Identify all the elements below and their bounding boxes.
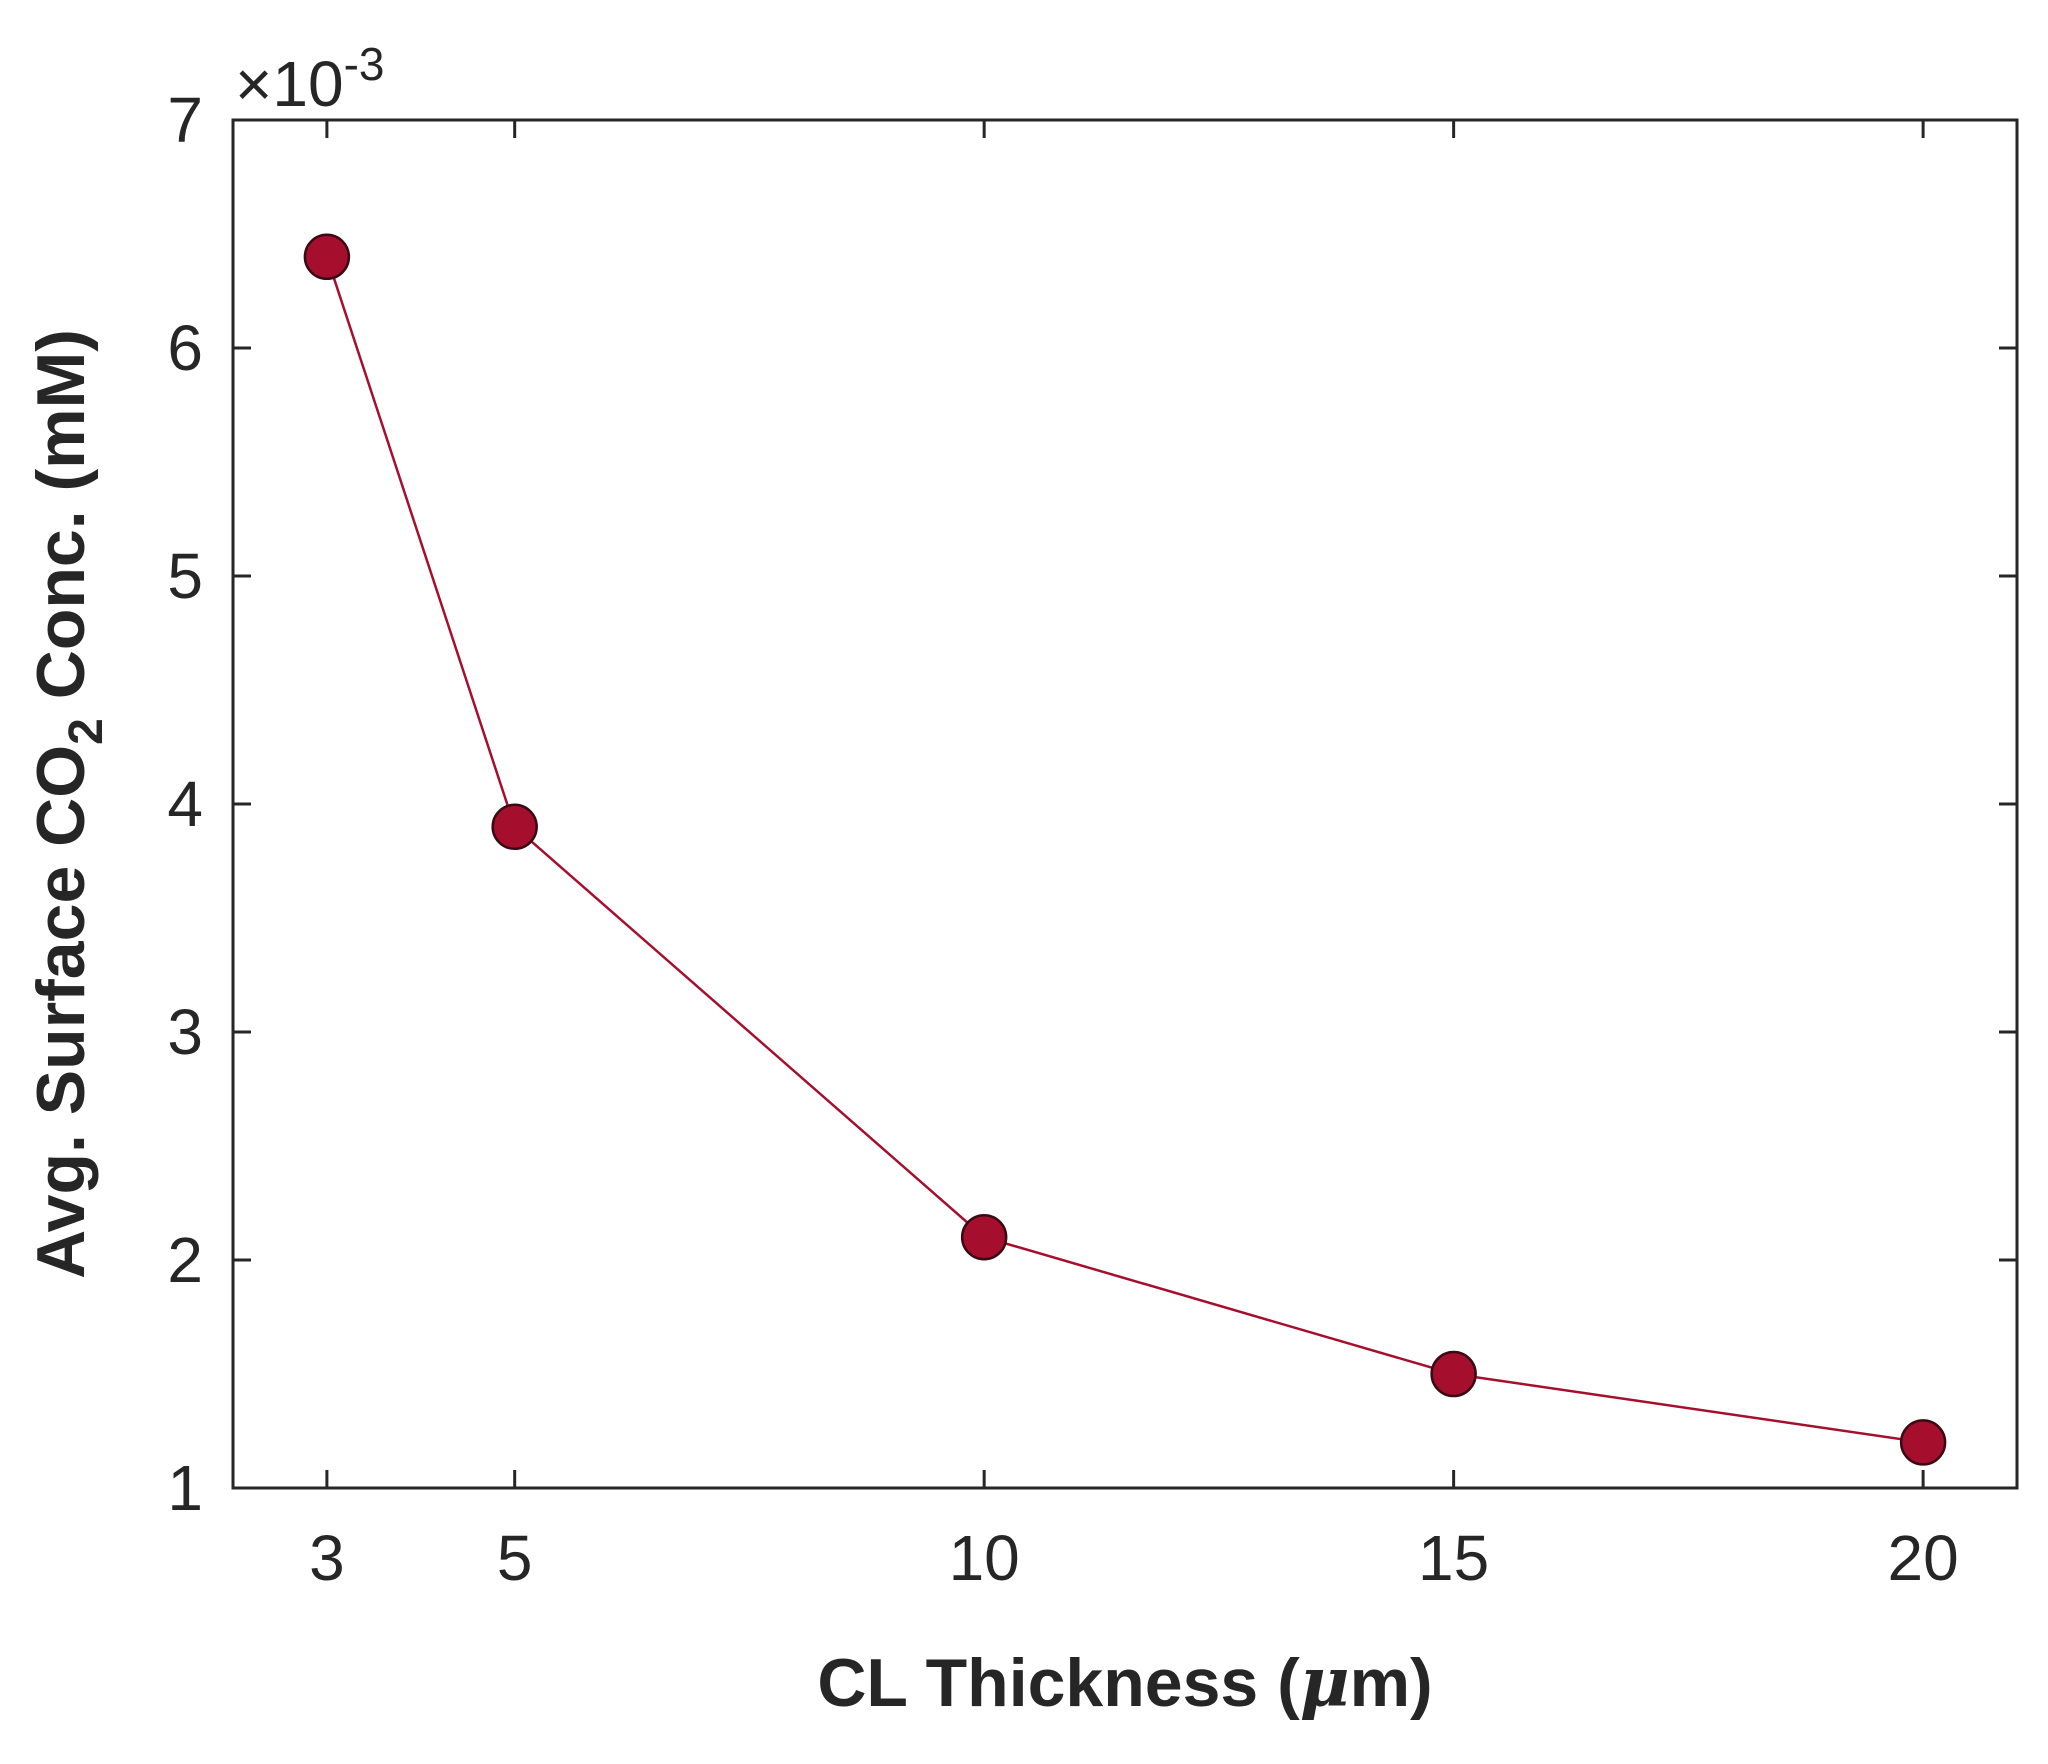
data-point (1899, 1419, 1947, 1466)
data-point (491, 803, 538, 851)
axes-box (231, 118, 2019, 1490)
y-ticks: 1 2 3 4 5 6 7 (167, 84, 2017, 1524)
y-exponent-label: ×10-3 (235, 38, 384, 120)
x-ticks: 3 5 10 15 20 (309, 120, 1959, 1594)
x-axis-label: CL Thickness (μm) (817, 1643, 1432, 1723)
data-point (1430, 1350, 1477, 1398)
plot-area (233, 120, 2017, 1488)
x-tick-label: 5 (497, 1522, 533, 1594)
y-tick-label: 2 (167, 1224, 203, 1296)
series-layer (303, 233, 1947, 1466)
x-tick-label: 15 (1418, 1522, 1489, 1594)
y-tick-label: 1 (167, 1452, 203, 1524)
y-tick-label: 4 (167, 768, 203, 840)
y-tick-label: 5 (167, 540, 203, 612)
x-tick-label: 3 (309, 1522, 345, 1594)
y-tick-label: 6 (167, 312, 203, 384)
y-tick-label: 7 (167, 84, 203, 156)
x-tick-label: 10 (949, 1522, 1020, 1594)
y-axis-label: Avg. Surface CO2 Conc. (mM) (23, 329, 113, 1279)
x-tick-label: 20 (1888, 1522, 1959, 1594)
data-point (960, 1213, 1008, 1261)
data-point (303, 233, 351, 281)
y-tick-label: 3 (167, 996, 203, 1068)
